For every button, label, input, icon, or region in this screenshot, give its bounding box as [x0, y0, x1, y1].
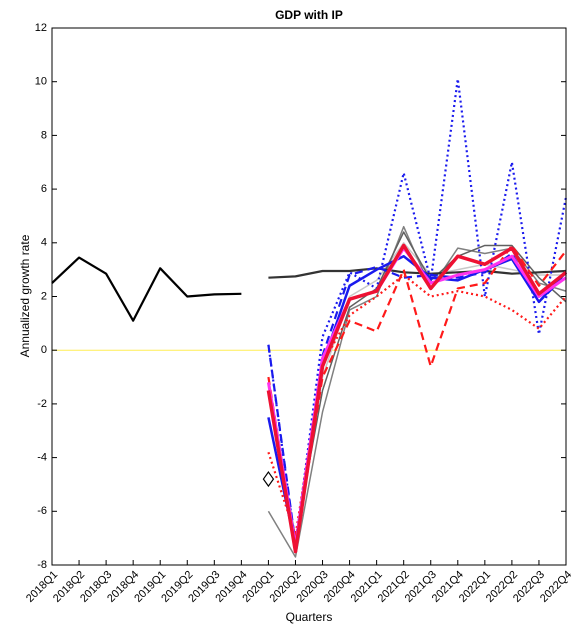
series-line — [267, 77, 568, 548]
y-tick-label: -8 — [37, 559, 47, 571]
chart-title: GDP with IP — [275, 8, 343, 22]
series-line — [51, 256, 242, 322]
y-tick-label: 10 — [35, 76, 47, 88]
y-tick-label: 12 — [35, 22, 47, 34]
series-line — [266, 246, 567, 548]
y-tick-label: 0 — [41, 344, 47, 356]
series-line — [267, 254, 567, 548]
series-line — [268, 267, 567, 279]
y-axis-label: Annualized growth rate — [18, 234, 32, 357]
y-tick-label: -6 — [37, 505, 47, 517]
series-line — [267, 252, 567, 545]
series-line — [267, 273, 567, 537]
series-line — [267, 242, 566, 539]
series-line — [266, 243, 568, 554]
y-tick-label: 4 — [41, 237, 47, 249]
marker — [262, 471, 275, 488]
y-tick-label: 8 — [41, 129, 47, 141]
y-tick-label: 6 — [41, 183, 47, 195]
series-line — [267, 231, 567, 539]
y-tick-label: -2 — [37, 398, 47, 410]
series-line — [267, 244, 567, 550]
plot-frame — [51, 27, 567, 566]
x-axis-label: Quarters — [286, 610, 333, 624]
y-tick-label: 2 — [41, 290, 47, 302]
y-tick-label: -4 — [37, 452, 47, 464]
